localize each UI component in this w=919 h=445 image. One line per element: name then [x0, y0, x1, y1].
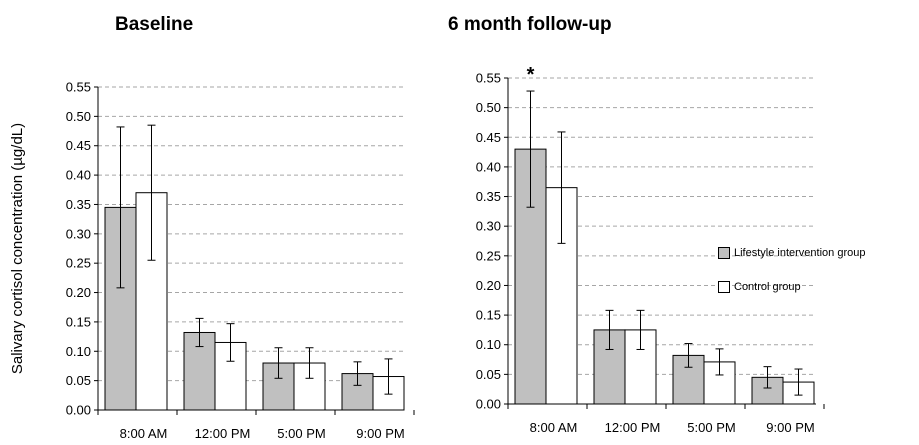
- legend-swatch-control: [718, 281, 730, 293]
- y-tick-label: 0.10: [66, 344, 91, 359]
- panel-title-followup: 6 month follow-up: [448, 14, 612, 35]
- y-tick-label: 0.35: [476, 189, 501, 204]
- chart-0: 0.00 0.05 0.10 0.15 0.20 0.25 0.30 0.35 0.40 0.45…: [9, 80, 415, 441]
- x-tick-label: 8:00 AM: [530, 420, 578, 435]
- y-tick-label: 0.35: [66, 197, 91, 212]
- significance-annotation: *: [527, 64, 535, 86]
- y-tick-label: 0.55: [66, 80, 91, 95]
- y-tick-label: 0.25: [476, 248, 501, 263]
- x-tick-label: 9:00 PM: [356, 426, 404, 441]
- y-tick-label: 0.15: [66, 314, 91, 329]
- y-tick-label: 0.30: [476, 219, 501, 234]
- y-tick-label: 0.40: [476, 159, 501, 174]
- y-axis-label: Salivary cortisol concentration (µg/dL): [9, 123, 26, 374]
- y-tick-label: 0.05: [66, 373, 91, 388]
- y-tick-label: 0.50: [476, 100, 501, 115]
- legend-swatch-intervention: [718, 247, 730, 259]
- y-tick-label: 0.45: [476, 130, 501, 145]
- y-tick-label: 0.00: [476, 397, 501, 412]
- legend-label-control: Control group: [734, 281, 801, 293]
- panel-title-baseline: Baseline: [115, 14, 194, 35]
- y-tick-label: 0.55: [476, 71, 501, 86]
- x-tick-label: 9:00 PM: [766, 420, 814, 435]
- y-tick-label: 0.10: [476, 337, 501, 352]
- y-tick-label: 0.50: [66, 109, 91, 124]
- y-tick-label: 0.05: [476, 367, 501, 382]
- x-tick-label: 5:00 PM: [687, 420, 735, 435]
- x-tick-label: 12:00 PM: [605, 420, 661, 435]
- y-tick-label: 0.25: [66, 256, 91, 271]
- legend-item-control: Control group: [718, 281, 801, 293]
- y-tick-label: 0.40: [66, 168, 91, 183]
- y-tick-label: 0.00: [66, 403, 91, 418]
- chart-1: 0.00 0.05 0.10 0.15 0.20 0.25 0.30 0.35 0.40 0.45…: [476, 64, 825, 435]
- legend-item-intervention: Lifestyle intervention group: [718, 247, 865, 259]
- y-tick-label: 0.20: [66, 285, 91, 300]
- x-tick-label: 5:00 PM: [277, 426, 325, 441]
- y-tick-label: 0.45: [66, 138, 91, 153]
- legend-label-intervention: Lifestyle intervention group: [734, 247, 866, 259]
- bar: [672, 354, 705, 405]
- x-tick-label: 12:00 PM: [195, 426, 251, 441]
- y-tick-label: 0.15: [476, 308, 501, 323]
- x-tick-label: 8:00 AM: [120, 426, 168, 441]
- y-tick-label: 0.30: [66, 226, 91, 241]
- y-tick-label: 0.20: [476, 278, 501, 293]
